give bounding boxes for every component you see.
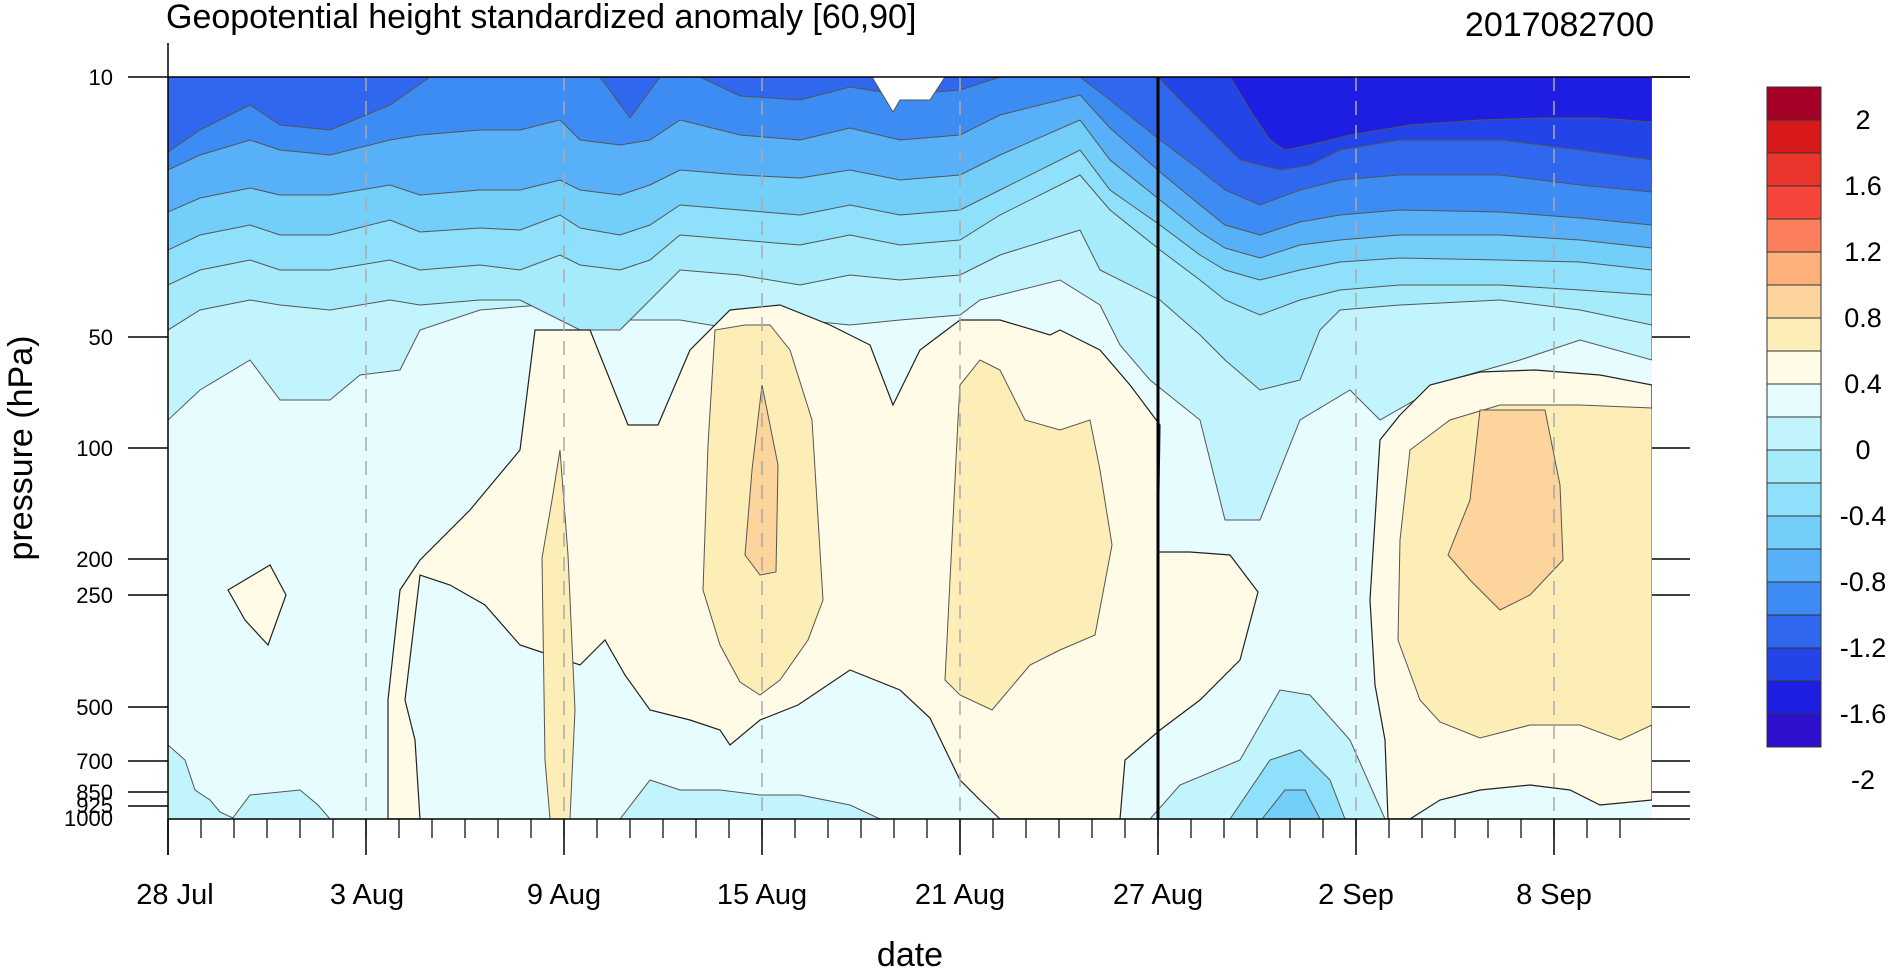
- colorbar-box: [1766, 251, 1822, 286]
- pos-region-0-left: [227, 564, 287, 647]
- neg-pocket-bottom3: [1261, 789, 1321, 819]
- colorbar-box: [1766, 515, 1822, 550]
- colorbar-boxes: [1766, 86, 1822, 748]
- colorbar-box: [1766, 218, 1822, 253]
- colorbar-box: [1766, 152, 1822, 187]
- colorbar-box: [1766, 86, 1822, 121]
- pos-region-08-b: [1447, 409, 1564, 611]
- colorbar-box: [1766, 383, 1822, 418]
- y-label-850: 850: [76, 780, 113, 805]
- colorbar-label-neg1.2: -1.2: [1840, 633, 1887, 663]
- date-stamp: 2017082700: [1465, 6, 1654, 44]
- colorbar-label-1.2: 1.2: [1844, 237, 1882, 267]
- y-axis-title: pressure (hPa): [2, 336, 40, 561]
- x-axis-title: date: [877, 936, 943, 969]
- colorbar-box: [1766, 647, 1822, 682]
- x-label-2-sep: 2 Sep: [1318, 879, 1394, 911]
- colorbar-label-2: 2: [1855, 105, 1870, 135]
- x-label-21-aug: 21 Aug: [915, 879, 1005, 911]
- plot-frame: [167, 43, 1690, 855]
- colorbar-box: [1766, 416, 1822, 451]
- y-label-1000: 1000: [64, 806, 113, 831]
- neg-pocket-bottom2: [1229, 749, 1346, 819]
- y-label-700: 700: [76, 749, 113, 774]
- colorbar-box: [1766, 119, 1822, 154]
- colorbar-label-neg2: -2: [1851, 765, 1875, 795]
- y-label-250: 250: [76, 583, 113, 608]
- colorbar-box: [1766, 713, 1822, 748]
- colorbar-label-neg0.4: -0.4: [1840, 501, 1887, 531]
- colorbar-box: [1766, 284, 1822, 319]
- x-label-8-sep: 8 Sep: [1516, 879, 1592, 911]
- y-label-100: 100: [76, 436, 113, 461]
- colorbar-label-0.8: 0.8: [1844, 303, 1882, 333]
- y-label-925: 925: [76, 793, 113, 818]
- colorbar-box: [1766, 614, 1822, 649]
- x-axis: 28 Jul 3 Aug 9 Aug 15 Aug 21 Aug 27 Aug …: [136, 819, 1621, 969]
- colorbar-label-neg0.8: -0.8: [1840, 567, 1887, 597]
- chart-title: Geopotential height standardized anomaly…: [166, 0, 916, 36]
- colorbar-box: [1766, 449, 1822, 484]
- pos-region-08-a: [744, 384, 779, 576]
- white-gap: [871, 77, 946, 113]
- colorbar-box: [1766, 581, 1822, 616]
- x-label-3-aug: 3 Aug: [330, 879, 404, 911]
- colorbar-box: [1766, 482, 1822, 517]
- x-label-28-jul: 28 Jul: [136, 879, 213, 911]
- y-label-200: 200: [76, 547, 113, 572]
- colorbar: 2 1.6 1.2 0.8 0.4 0 -0.4 -0.8 -1.2 -1.6 …: [1766, 86, 1887, 795]
- neg-pocket-left: [168, 744, 236, 819]
- colorbar-box: [1766, 548, 1822, 583]
- x-label-15-aug: 15 Aug: [717, 879, 807, 911]
- colorbar-label-0.4: 0.4: [1844, 369, 1882, 399]
- colorbar-label-1.6: 1.6: [1844, 171, 1882, 201]
- x-label-9-aug: 9 Aug: [527, 879, 601, 911]
- x-minor-ticks: [167, 819, 1621, 838]
- colorbar-box: [1766, 350, 1822, 385]
- contour-field: [168, 77, 1652, 819]
- y-label-10: 10: [89, 65, 113, 90]
- neg-pocket-left2: [231, 789, 331, 819]
- x-label-27-aug: 27 Aug: [1113, 879, 1203, 911]
- colorbar-label-neg1.6: -1.6: [1840, 699, 1887, 729]
- y-label-50: 50: [89, 325, 113, 350]
- colorbar-box: [1766, 185, 1822, 220]
- y-label-500: 500: [76, 695, 113, 720]
- colorbar-box: [1766, 680, 1822, 715]
- date-gridlines: [365, 77, 1555, 819]
- neg-band-36: [1229, 77, 1652, 151]
- neg-pocket-mid: [619, 779, 881, 819]
- pos-region-04-a: [541, 449, 576, 819]
- y-axis: 10 50 100 200 250 500 700 850 925 1000 p…: [2, 65, 1690, 831]
- colorbar-label-0: 0: [1855, 435, 1870, 465]
- colorbar-box: [1766, 317, 1822, 352]
